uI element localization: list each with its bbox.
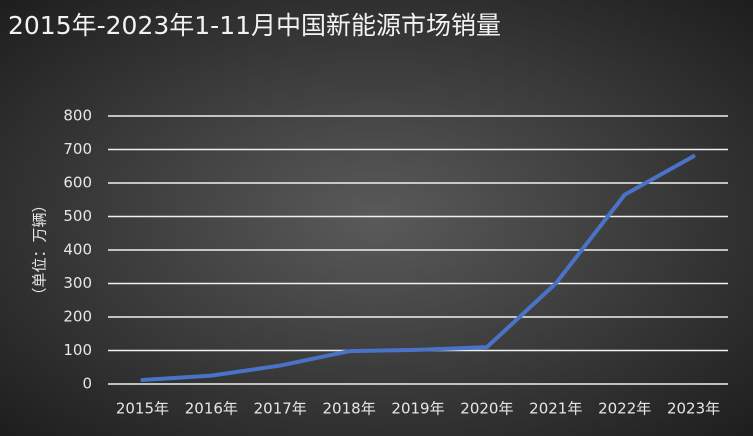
chart-title: 2015年-2023年1-11月中国新能源市场销量: [8, 11, 501, 40]
x-tick-label: 2016年: [185, 400, 238, 418]
x-tick-label: 2023年: [667, 400, 720, 418]
x-tick-label: 2017年: [254, 400, 307, 418]
y-tick-label: 500: [63, 207, 92, 225]
y-tick-label: 700: [63, 140, 92, 158]
y-tick-label: 600: [63, 174, 92, 192]
y-tick-label: 800: [63, 107, 92, 125]
y-tick-label: 400: [63, 241, 92, 259]
y-tick-label: 300: [63, 274, 92, 292]
line: [140, 154, 696, 382]
y-tick-label: 200: [63, 308, 92, 326]
x-tick-label: 2021年: [529, 400, 582, 418]
y-axis-label: （单位：万辆）: [31, 197, 49, 302]
x-tick-label: 2018年: [323, 400, 376, 418]
x-tick-label: 2020年: [460, 400, 513, 418]
y-tick-label: 100: [63, 341, 92, 359]
x-tick-label: 2022年: [598, 400, 651, 418]
y-tick-label: 0: [82, 375, 92, 393]
x-tick-label: 2015年: [116, 400, 169, 418]
x-tick-label: 2019年: [391, 400, 444, 418]
